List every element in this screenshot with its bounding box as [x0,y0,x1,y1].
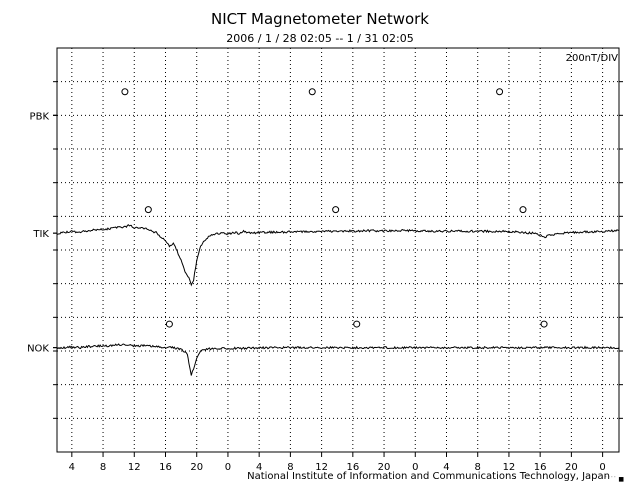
x-tick-label: 12 [128,462,141,473]
station-label-nok: NOK [27,344,49,355]
plot-frame [53,47,623,453]
x-tick-label: 4 [443,462,449,473]
midnight-marker-nok [353,320,361,328]
midnight-marker-tik [519,206,527,214]
x-tick-label: 12 [315,462,328,473]
midnight-marker-nok [540,320,548,328]
x-tick-label: 8 [475,462,481,473]
x-tick-label: 8 [287,462,293,473]
x-tick-label: 4 [69,462,75,473]
x-tick-label: 20 [190,462,203,473]
station-labels: PBK TIK NOK [27,111,57,355]
grid [57,48,619,452]
traces [56,224,620,376]
footer-credit: National Institute of Information and Co… [247,471,610,482]
x-tick-label: 0 [599,462,605,473]
midnight-markers [121,88,548,328]
x-tick-label: 16 [346,462,359,473]
midnight-marker-tik [144,206,152,214]
midnight-marker-pbk [121,88,129,96]
scale-label: 200nT/DIV [565,53,618,64]
trace-nok [56,343,620,376]
midnight-marker-tik [332,206,340,214]
midnight-marker-pbk [496,88,504,96]
x-tick-label: 12 [503,462,516,473]
midnight-marker-nok [165,320,173,328]
midnight-marker-pbk [308,88,316,96]
x-tick-label: 0 [412,462,418,473]
trace-tik [56,224,620,287]
station-label-pbk: PBK [30,111,50,122]
x-axis: 4 8 12 16 20 0 4 8 12 16 20 0 4 8 12 16 20 0 [69,452,606,473]
x-tick-label: 4 [256,462,262,473]
footer-mark: ˙˙˙˙ ■ [604,476,624,483]
x-tick-label: 16 [159,462,172,473]
x-tick-label: 20 [565,462,578,473]
chart-subtitle: 2006 / 1 / 28 02:05 -- 1 / 31 02:05 [226,32,414,45]
station-label-tik: TIK [32,229,49,240]
chart-title: NICT Magnetometer Network [210,10,429,28]
x-tick-label: 20 [378,462,391,473]
x-tick-label: 16 [534,462,547,473]
x-tick-label: 0 [225,462,231,473]
x-tick-label: 8 [100,462,106,473]
